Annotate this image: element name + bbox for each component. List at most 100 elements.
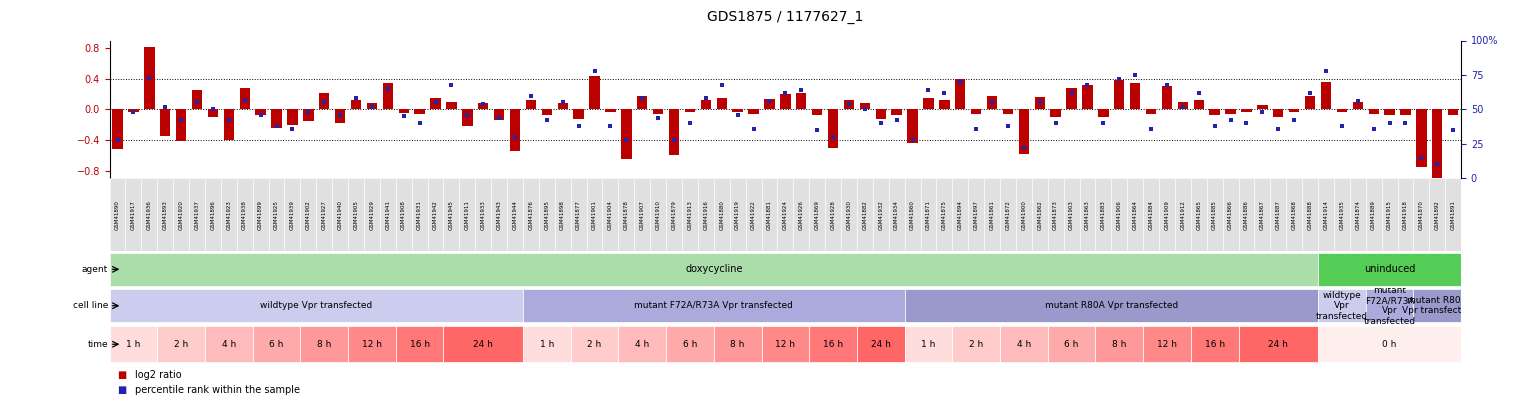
Text: GSM41896: GSM41896 — [210, 200, 216, 230]
Point — [1106, 76, 1131, 82]
Bar — [1190, 178, 1207, 251]
Text: GSM41907: GSM41907 — [639, 200, 645, 230]
Text: 4 h: 4 h — [222, 340, 236, 349]
Bar — [110, 178, 125, 251]
Bar — [1096, 326, 1143, 362]
Point — [201, 106, 225, 113]
Point — [184, 99, 209, 106]
Bar — [586, 178, 603, 251]
Bar — [396, 178, 411, 251]
Text: GSM41929: GSM41929 — [370, 200, 374, 230]
Bar — [1096, 178, 1111, 251]
Point — [1250, 109, 1274, 115]
Bar — [924, 98, 933, 109]
Text: 4 h: 4 h — [635, 340, 650, 349]
Text: 24 h: 24 h — [1268, 340, 1288, 349]
Bar — [271, 109, 282, 128]
Point — [359, 103, 384, 110]
Text: GSM41895: GSM41895 — [545, 200, 549, 230]
Text: GSM41941: GSM41941 — [385, 200, 390, 230]
Bar — [761, 178, 778, 251]
Bar — [1210, 109, 1219, 115]
Bar — [463, 109, 472, 126]
Text: 8 h: 8 h — [317, 340, 332, 349]
Text: GSM41930: GSM41930 — [846, 200, 851, 230]
Bar — [221, 178, 237, 251]
Bar — [650, 178, 667, 251]
Text: GSM41917: GSM41917 — [131, 200, 135, 230]
Bar — [921, 178, 936, 251]
Point — [312, 99, 336, 106]
Bar — [1146, 109, 1157, 114]
Point — [423, 99, 447, 106]
Bar — [653, 109, 664, 114]
Bar — [764, 99, 775, 109]
Bar — [1047, 178, 1064, 251]
Bar — [907, 109, 918, 143]
Bar — [382, 83, 393, 109]
Bar — [953, 178, 968, 251]
Bar — [1114, 80, 1125, 109]
Bar — [1447, 109, 1458, 115]
Point — [1425, 161, 1449, 168]
Text: wildtype
Vpr
transfected: wildtype Vpr transfected — [1317, 291, 1368, 321]
Text: GSM41906: GSM41906 — [1117, 200, 1122, 230]
Bar — [1143, 178, 1160, 251]
Bar — [352, 100, 361, 109]
Bar — [556, 178, 571, 251]
Bar — [1129, 83, 1140, 109]
Bar — [1303, 178, 1318, 251]
Bar — [160, 109, 170, 136]
Point — [1282, 117, 1306, 124]
Point — [1345, 98, 1370, 104]
Text: GSM41876: GSM41876 — [528, 200, 533, 230]
Bar — [367, 103, 377, 109]
Bar — [699, 178, 714, 251]
Bar — [1064, 178, 1079, 251]
Bar — [145, 47, 155, 109]
Point — [1091, 120, 1116, 126]
Point — [645, 114, 670, 121]
Text: GSM41934: GSM41934 — [893, 200, 900, 230]
Text: 6 h: 6 h — [1064, 340, 1079, 349]
Bar — [700, 100, 711, 109]
Text: 2 h: 2 h — [587, 340, 601, 349]
Bar — [1207, 178, 1222, 251]
Text: GSM41903: GSM41903 — [1068, 200, 1075, 230]
Text: GSM41940: GSM41940 — [338, 200, 342, 230]
Bar — [1067, 88, 1076, 109]
Bar — [1365, 178, 1382, 251]
Bar — [842, 178, 857, 251]
Bar — [1350, 178, 1365, 251]
Bar — [524, 178, 539, 251]
Point — [233, 96, 257, 103]
Bar — [732, 109, 743, 113]
Bar — [571, 326, 618, 362]
Bar — [475, 178, 492, 251]
Text: GSM41891: GSM41891 — [1450, 200, 1455, 230]
Bar — [860, 103, 871, 109]
Point — [519, 92, 543, 99]
Text: 2 h: 2 h — [174, 340, 189, 349]
Point — [1170, 103, 1195, 110]
Bar — [510, 109, 521, 151]
Bar — [1242, 109, 1251, 113]
Text: GSM41877: GSM41877 — [577, 200, 581, 230]
Bar — [128, 109, 139, 113]
Point — [758, 98, 782, 104]
Bar — [192, 90, 202, 109]
Bar — [317, 178, 332, 251]
Bar — [761, 326, 810, 362]
Bar — [796, 92, 807, 109]
Bar — [1047, 326, 1096, 362]
Text: doxycycline: doxycycline — [685, 264, 743, 274]
Point — [662, 136, 686, 143]
Text: 6 h: 6 h — [683, 340, 697, 349]
Bar — [239, 88, 250, 109]
Point — [615, 136, 639, 143]
Point — [1123, 72, 1148, 78]
Bar — [1143, 326, 1190, 362]
Text: GSM41878: GSM41878 — [624, 200, 629, 230]
Bar — [300, 326, 349, 362]
Text: GSM41866: GSM41866 — [1228, 200, 1233, 230]
